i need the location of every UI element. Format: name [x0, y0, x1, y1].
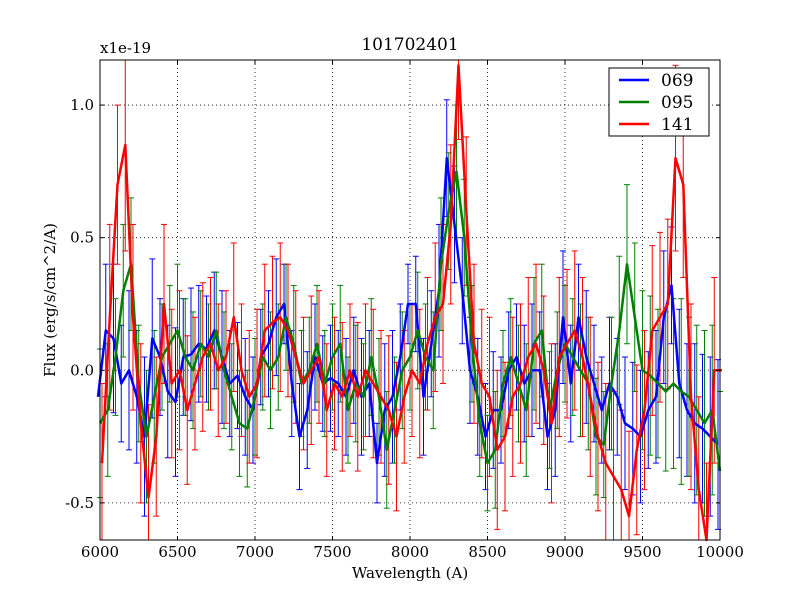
x-tick-label: 9500 [623, 543, 661, 561]
x-tick-labels: 6000 6500 7000 7500 8000 8500 9000 9500 10000 [81, 543, 744, 561]
y-offset-label: x1e-19 [100, 39, 151, 57]
legend-label-069: 069 [661, 71, 693, 91]
y-tick-label: 0.0 [70, 361, 94, 379]
y-tick-labels: -0.5 0.0 0.5 1.0 [65, 96, 94, 512]
series-line-095 [98, 170, 722, 472]
x-tick-label: 9000 [546, 543, 584, 561]
axis-ticks [99, 60, 721, 540]
x-axis-label: Wavelength (A) [352, 564, 468, 582]
series-lines [96, 64, 722, 542]
x-tick-label: 7000 [236, 543, 274, 561]
x-tick-label: 6500 [158, 543, 196, 561]
y-tick-label: 0.5 [70, 229, 94, 247]
x-tick-label: 10000 [696, 543, 744, 561]
y-axis-label: Flux (erg/s/cm^2/A) [41, 223, 59, 377]
x-tick-label: 8500 [468, 543, 506, 561]
y-tick-label: -0.5 [65, 494, 94, 512]
y-tick-label: 1.0 [70, 96, 94, 114]
x-tick-label: 8000 [391, 543, 429, 561]
legend-label-095: 095 [661, 93, 693, 113]
legend-label-141: 141 [661, 115, 693, 135]
chart-title: 101702401 [361, 35, 458, 55]
series-line-141 [100, 64, 722, 542]
x-tick-label: 6000 [81, 543, 119, 561]
x-tick-label: 7500 [313, 543, 351, 561]
